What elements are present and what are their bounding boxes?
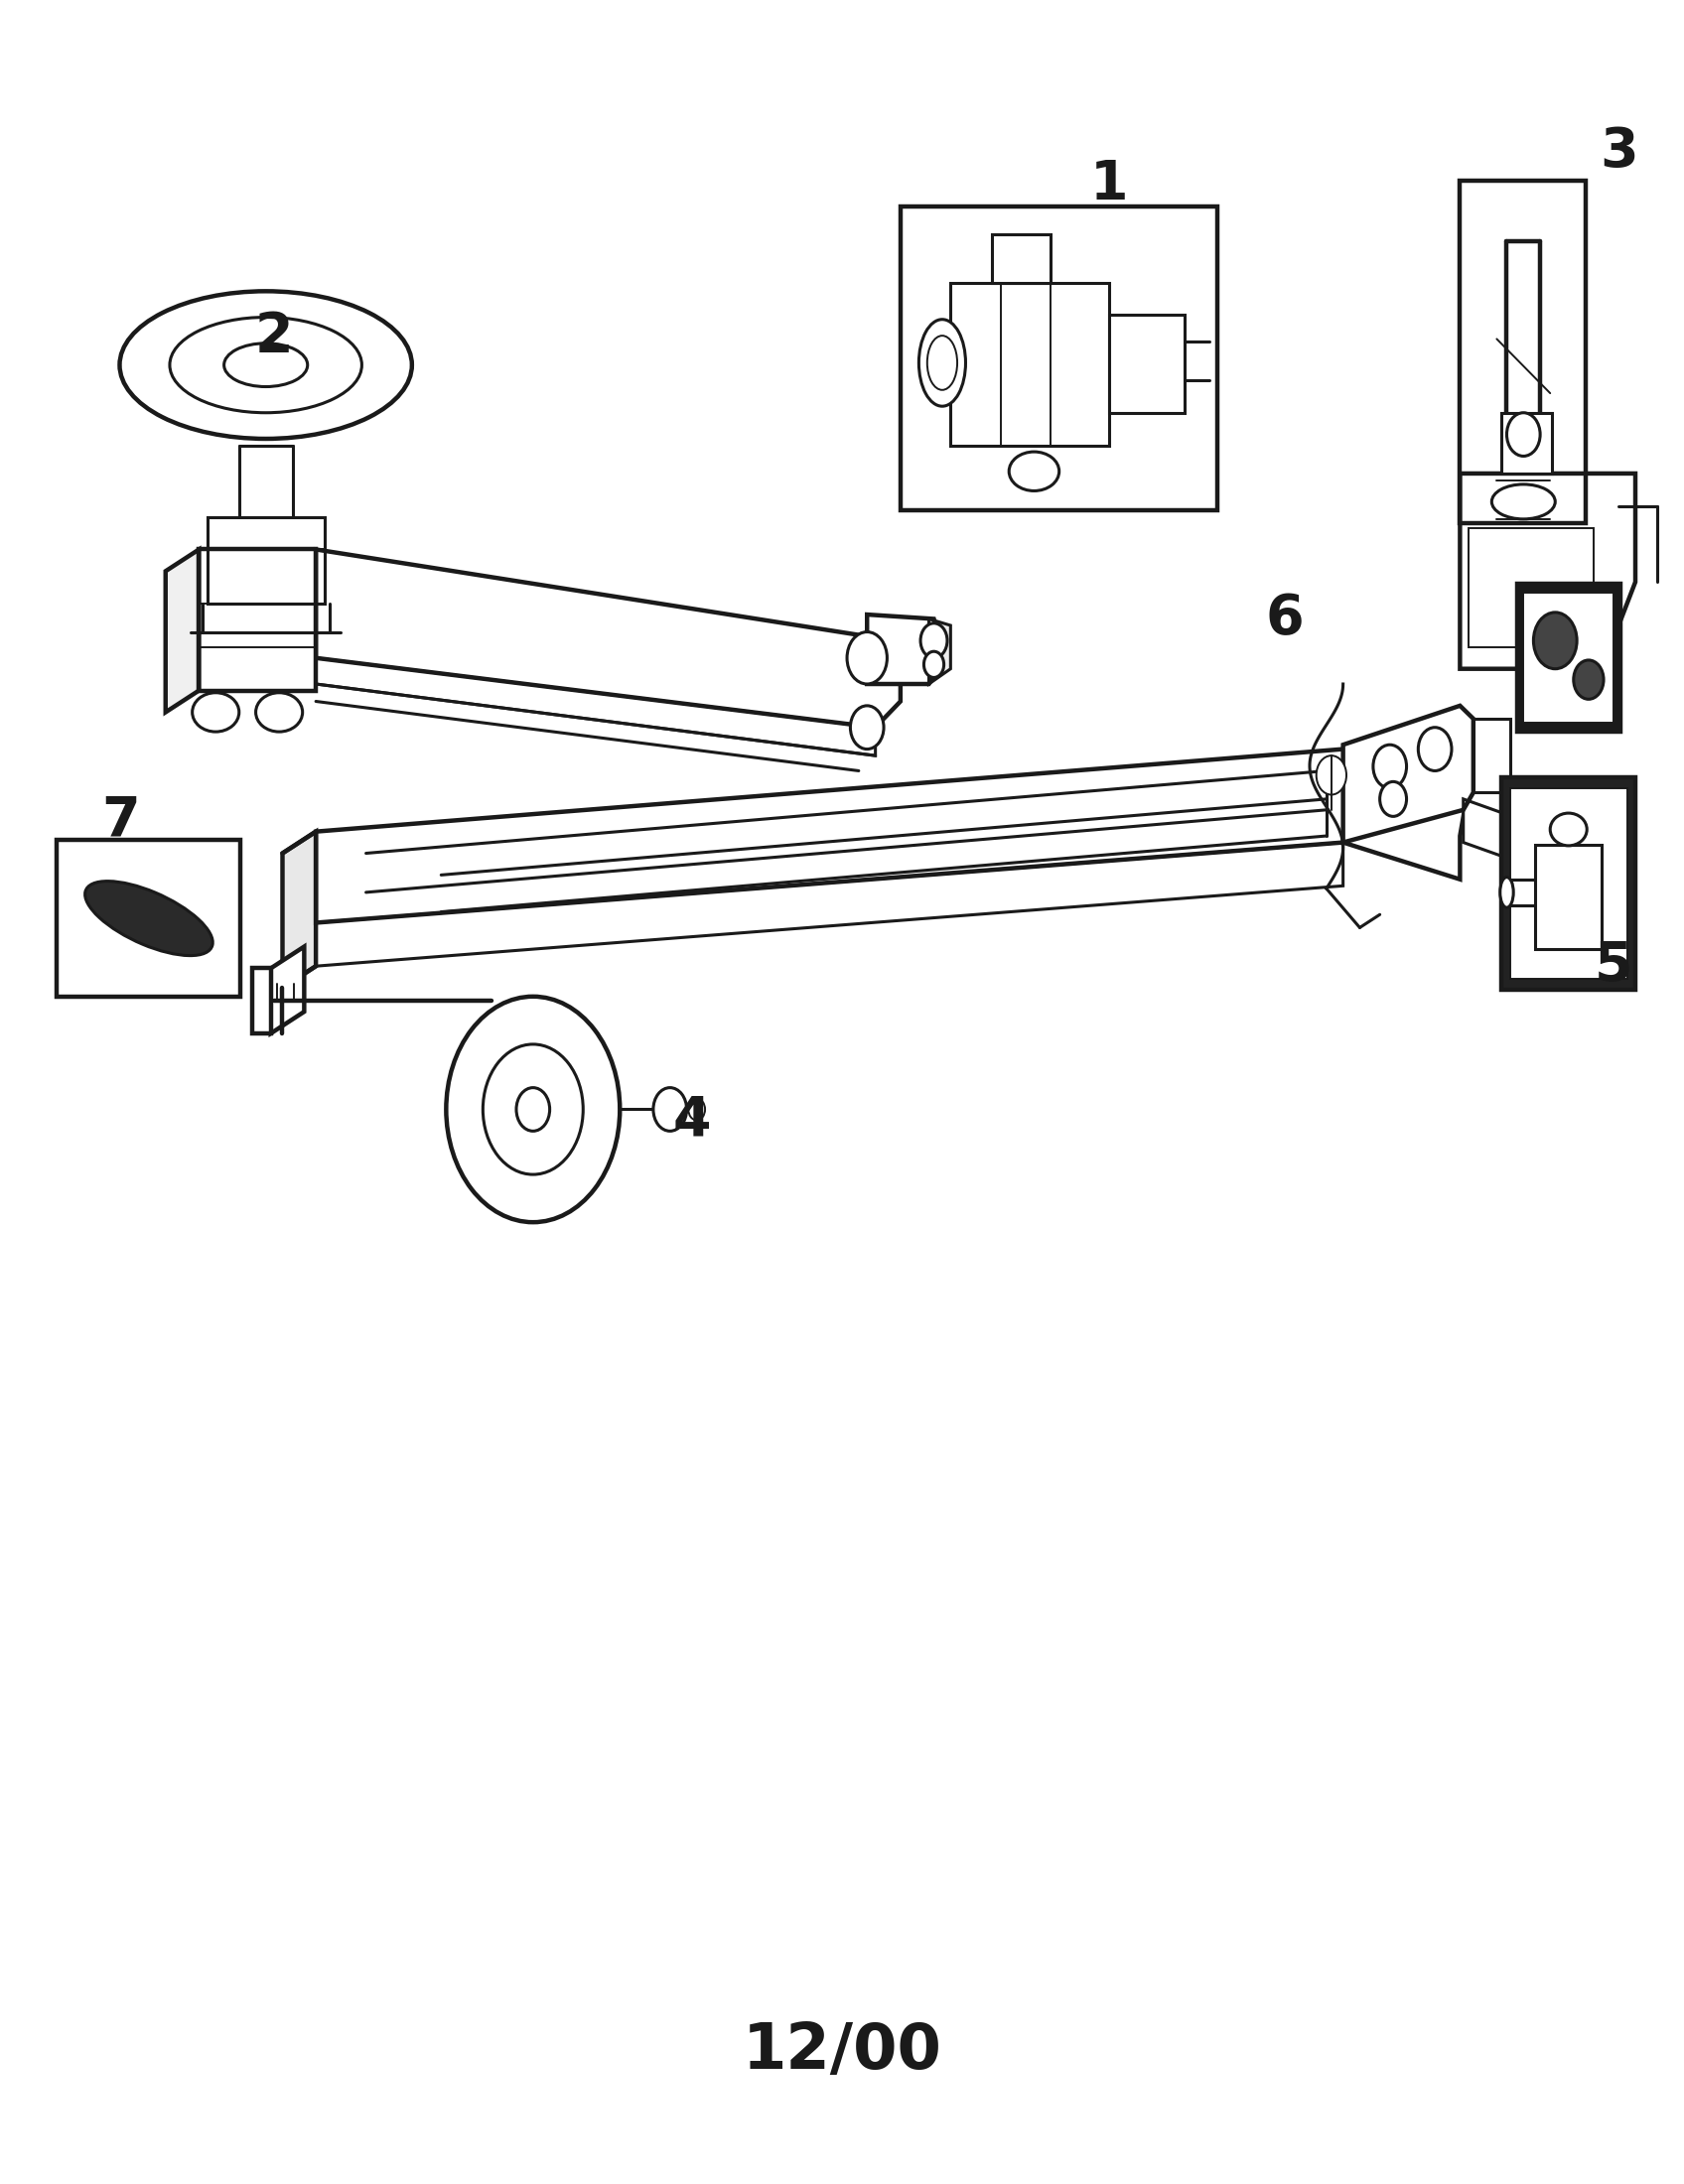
Circle shape xyxy=(850,705,884,749)
Polygon shape xyxy=(283,832,317,987)
Bar xyxy=(1511,788,1627,978)
Bar xyxy=(1502,413,1553,474)
Polygon shape xyxy=(271,946,305,1033)
Text: 1: 1 xyxy=(1090,157,1128,212)
Polygon shape xyxy=(1463,799,1585,887)
Circle shape xyxy=(446,996,620,1223)
Ellipse shape xyxy=(192,692,239,732)
Bar xyxy=(57,841,241,996)
Polygon shape xyxy=(1344,705,1474,843)
Ellipse shape xyxy=(1500,878,1514,909)
Ellipse shape xyxy=(919,319,965,406)
Polygon shape xyxy=(317,749,1468,922)
Bar xyxy=(1536,845,1601,948)
Circle shape xyxy=(689,1099,706,1120)
Polygon shape xyxy=(207,518,325,603)
Text: 6: 6 xyxy=(1265,592,1303,646)
Bar xyxy=(950,282,1110,446)
Polygon shape xyxy=(930,618,950,684)
Circle shape xyxy=(483,1044,583,1175)
Circle shape xyxy=(1573,660,1603,699)
Polygon shape xyxy=(253,968,271,1033)
Circle shape xyxy=(1317,756,1347,795)
Circle shape xyxy=(1534,612,1576,668)
Bar xyxy=(1502,778,1635,989)
Bar xyxy=(1517,583,1620,732)
Circle shape xyxy=(1372,745,1406,788)
Text: 7: 7 xyxy=(101,795,140,847)
Text: 3: 3 xyxy=(1600,124,1639,179)
Bar xyxy=(1524,592,1613,723)
Ellipse shape xyxy=(84,880,212,957)
Circle shape xyxy=(925,651,945,677)
Circle shape xyxy=(1418,727,1452,771)
Polygon shape xyxy=(199,550,317,690)
Ellipse shape xyxy=(170,317,362,413)
Ellipse shape xyxy=(1009,452,1059,491)
Bar xyxy=(1110,314,1184,413)
Text: 4: 4 xyxy=(672,1094,711,1147)
Polygon shape xyxy=(317,843,1344,965)
Bar xyxy=(1468,529,1593,646)
Text: 12/00: 12/00 xyxy=(743,2020,941,2081)
Circle shape xyxy=(1379,782,1406,817)
Polygon shape xyxy=(867,614,940,684)
Polygon shape xyxy=(1474,719,1511,793)
Bar xyxy=(992,234,1051,282)
Polygon shape xyxy=(317,550,901,727)
Circle shape xyxy=(517,1088,549,1131)
Polygon shape xyxy=(317,657,876,756)
Polygon shape xyxy=(165,550,199,712)
Ellipse shape xyxy=(256,692,303,732)
Ellipse shape xyxy=(928,336,957,391)
Bar xyxy=(901,207,1218,511)
Circle shape xyxy=(1507,413,1541,456)
Ellipse shape xyxy=(120,290,413,439)
Polygon shape xyxy=(1460,474,1635,668)
Ellipse shape xyxy=(224,343,308,387)
Circle shape xyxy=(847,631,887,684)
Text: 2: 2 xyxy=(254,310,293,363)
Ellipse shape xyxy=(1492,485,1556,520)
Text: 5: 5 xyxy=(1595,939,1633,994)
Circle shape xyxy=(921,622,946,657)
Bar xyxy=(1460,181,1585,524)
Ellipse shape xyxy=(1551,812,1586,845)
Circle shape xyxy=(653,1088,687,1131)
